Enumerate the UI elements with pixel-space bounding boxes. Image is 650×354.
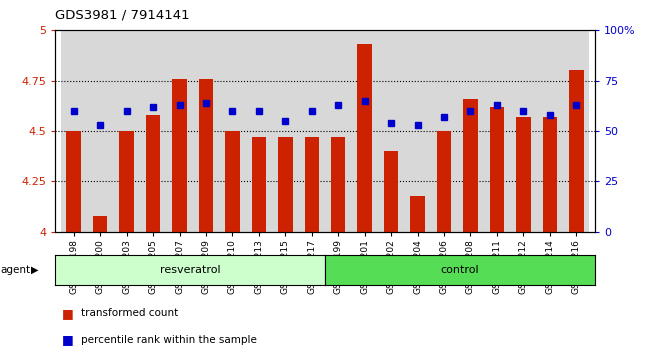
Bar xyxy=(378,30,404,232)
Bar xyxy=(543,117,557,232)
Bar xyxy=(410,195,425,232)
Bar xyxy=(510,30,536,232)
Text: GDS3981 / 7914141: GDS3981 / 7914141 xyxy=(55,9,190,22)
Bar xyxy=(219,30,246,232)
Bar xyxy=(166,30,193,232)
Bar xyxy=(114,30,140,232)
Bar xyxy=(120,131,134,232)
Bar xyxy=(146,115,161,232)
Bar xyxy=(457,30,484,232)
Bar xyxy=(331,137,346,232)
Bar xyxy=(193,30,219,232)
Bar xyxy=(352,30,378,232)
Text: resveratrol: resveratrol xyxy=(160,265,220,275)
Bar xyxy=(404,30,431,232)
Bar xyxy=(246,30,272,232)
Text: transformed count: transformed count xyxy=(81,308,179,318)
Text: ■: ■ xyxy=(62,333,73,346)
Bar xyxy=(93,216,107,232)
Bar xyxy=(278,137,292,232)
Text: ■: ■ xyxy=(62,307,73,320)
Bar xyxy=(384,151,398,232)
Bar xyxy=(516,117,530,232)
Bar xyxy=(484,30,510,232)
Bar xyxy=(60,30,87,232)
Bar xyxy=(140,30,166,232)
Text: ▶: ▶ xyxy=(31,265,39,275)
Bar xyxy=(225,131,240,232)
Bar xyxy=(536,30,563,232)
Text: percentile rank within the sample: percentile rank within the sample xyxy=(81,335,257,345)
Bar xyxy=(199,79,213,232)
Bar xyxy=(358,44,372,232)
Text: control: control xyxy=(441,265,479,275)
Bar xyxy=(489,107,504,232)
Bar xyxy=(569,70,584,232)
Bar xyxy=(563,30,590,232)
Text: agent: agent xyxy=(1,265,31,275)
Bar xyxy=(431,30,457,232)
Bar xyxy=(172,79,187,232)
Bar xyxy=(252,137,266,232)
Bar xyxy=(437,131,451,232)
Bar xyxy=(298,30,325,232)
Bar xyxy=(463,99,478,232)
Bar xyxy=(325,30,352,232)
Bar xyxy=(87,30,114,232)
Bar xyxy=(304,137,319,232)
Bar xyxy=(66,131,81,232)
Bar xyxy=(272,30,298,232)
